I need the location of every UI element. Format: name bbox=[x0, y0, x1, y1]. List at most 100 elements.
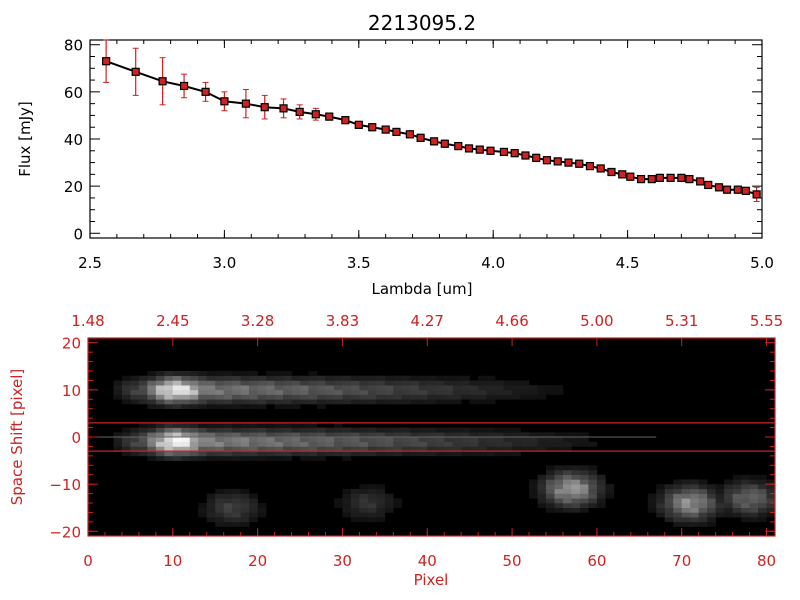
image-pixel bbox=[732, 493, 742, 499]
image-pixel bbox=[554, 488, 564, 494]
image-pixel bbox=[520, 394, 530, 400]
data-point bbox=[440, 139, 449, 148]
image-pixel bbox=[189, 451, 199, 457]
image-pixel bbox=[189, 371, 199, 377]
image-pixel bbox=[707, 521, 716, 527]
image-pixel bbox=[401, 437, 411, 443]
image-pixel bbox=[427, 385, 437, 391]
image-pixel bbox=[452, 394, 462, 400]
image-pixel bbox=[317, 375, 326, 381]
image-pixel bbox=[664, 493, 674, 499]
image-pixel bbox=[376, 484, 386, 490]
image-pixel bbox=[291, 385, 301, 391]
image-pixel bbox=[249, 446, 258, 452]
image-pixel bbox=[300, 432, 309, 438]
image-pixel bbox=[342, 399, 352, 405]
image-pixel bbox=[206, 427, 216, 433]
image-pixel bbox=[359, 493, 369, 499]
image-pixel bbox=[698, 493, 708, 499]
image-pixel bbox=[291, 399, 301, 405]
image-pixel bbox=[427, 394, 437, 400]
image-pixel bbox=[554, 470, 564, 476]
image-pixel bbox=[172, 422, 182, 428]
top-x-tick-label: 3.0 bbox=[212, 254, 236, 272]
image-pixel bbox=[367, 389, 377, 395]
image-pixel bbox=[240, 441, 250, 447]
image-pixel bbox=[376, 503, 386, 509]
image-pixel bbox=[266, 422, 275, 428]
image-pixel bbox=[308, 446, 318, 452]
image-pixel bbox=[257, 432, 267, 438]
image-pixel bbox=[698, 517, 708, 523]
image-pixel bbox=[223, 432, 233, 438]
image-pixel bbox=[520, 432, 530, 438]
top-wavelength-label: 5.55 bbox=[750, 312, 783, 330]
image-pixel bbox=[579, 484, 589, 490]
image-pixel bbox=[257, 503, 267, 509]
image-pixel bbox=[198, 380, 208, 386]
image-pixel bbox=[478, 375, 487, 381]
image-pixel bbox=[384, 427, 394, 433]
image-pixel bbox=[206, 446, 216, 452]
image-pixel bbox=[333, 498, 343, 504]
image-pixel bbox=[113, 437, 123, 443]
image-pixel bbox=[232, 389, 241, 395]
image-pixel bbox=[435, 437, 445, 443]
image-pixel bbox=[562, 488, 572, 494]
image-pixel bbox=[724, 512, 733, 518]
image-pixel bbox=[495, 427, 504, 433]
image-pixel bbox=[401, 394, 411, 400]
image-pixel bbox=[537, 432, 547, 438]
image-pixel bbox=[546, 479, 555, 485]
image-pixel bbox=[427, 399, 437, 405]
image-pixel bbox=[596, 488, 606, 494]
image-pixel bbox=[758, 474, 767, 480]
image-pixel bbox=[520, 446, 530, 452]
image-pixel bbox=[605, 493, 615, 499]
image-pixel bbox=[300, 441, 309, 447]
image-pixel bbox=[325, 394, 335, 400]
image-pixel bbox=[215, 446, 224, 452]
data-point bbox=[553, 157, 562, 166]
image-pixel bbox=[215, 394, 224, 400]
image-pixel bbox=[673, 503, 682, 509]
image-pixel bbox=[478, 427, 487, 433]
image-pixel bbox=[376, 385, 386, 391]
image-pixel bbox=[249, 385, 258, 391]
image-pixel bbox=[300, 385, 309, 391]
image-pixel bbox=[741, 484, 750, 490]
image-pixel bbox=[673, 507, 682, 513]
image-pixel bbox=[232, 437, 241, 443]
data-point bbox=[626, 172, 635, 181]
image-pixel bbox=[486, 394, 496, 400]
image-pixel bbox=[181, 399, 191, 405]
image-pixel bbox=[749, 484, 759, 490]
image-pixel bbox=[427, 427, 437, 433]
image-pixel bbox=[113, 432, 123, 438]
image-pixel bbox=[562, 479, 572, 485]
image-pixel bbox=[172, 404, 182, 410]
image-pixel bbox=[240, 488, 250, 494]
image-pixel bbox=[766, 507, 776, 513]
image-pixel bbox=[189, 455, 199, 461]
image-pixel bbox=[469, 441, 479, 447]
image-pixel bbox=[367, 375, 377, 381]
image-pixel bbox=[232, 371, 241, 377]
image-pixel bbox=[571, 470, 581, 476]
image-pixel bbox=[546, 474, 555, 480]
image-pixel bbox=[155, 451, 165, 457]
image-pixel bbox=[257, 394, 267, 400]
image-pixel bbox=[317, 441, 326, 447]
image-pixel bbox=[478, 385, 487, 391]
image-pixel bbox=[503, 385, 513, 391]
image-pixel bbox=[554, 498, 564, 504]
image-pixel bbox=[444, 389, 453, 395]
image-pixel bbox=[410, 375, 420, 381]
bottom-x-tick-label: 10 bbox=[163, 552, 182, 570]
image-pixel bbox=[359, 441, 369, 447]
image-pixel bbox=[741, 488, 750, 494]
image-pixel bbox=[741, 498, 750, 504]
image-pixel bbox=[401, 441, 411, 447]
image-pixel bbox=[503, 394, 513, 400]
image-pixel bbox=[350, 493, 360, 499]
